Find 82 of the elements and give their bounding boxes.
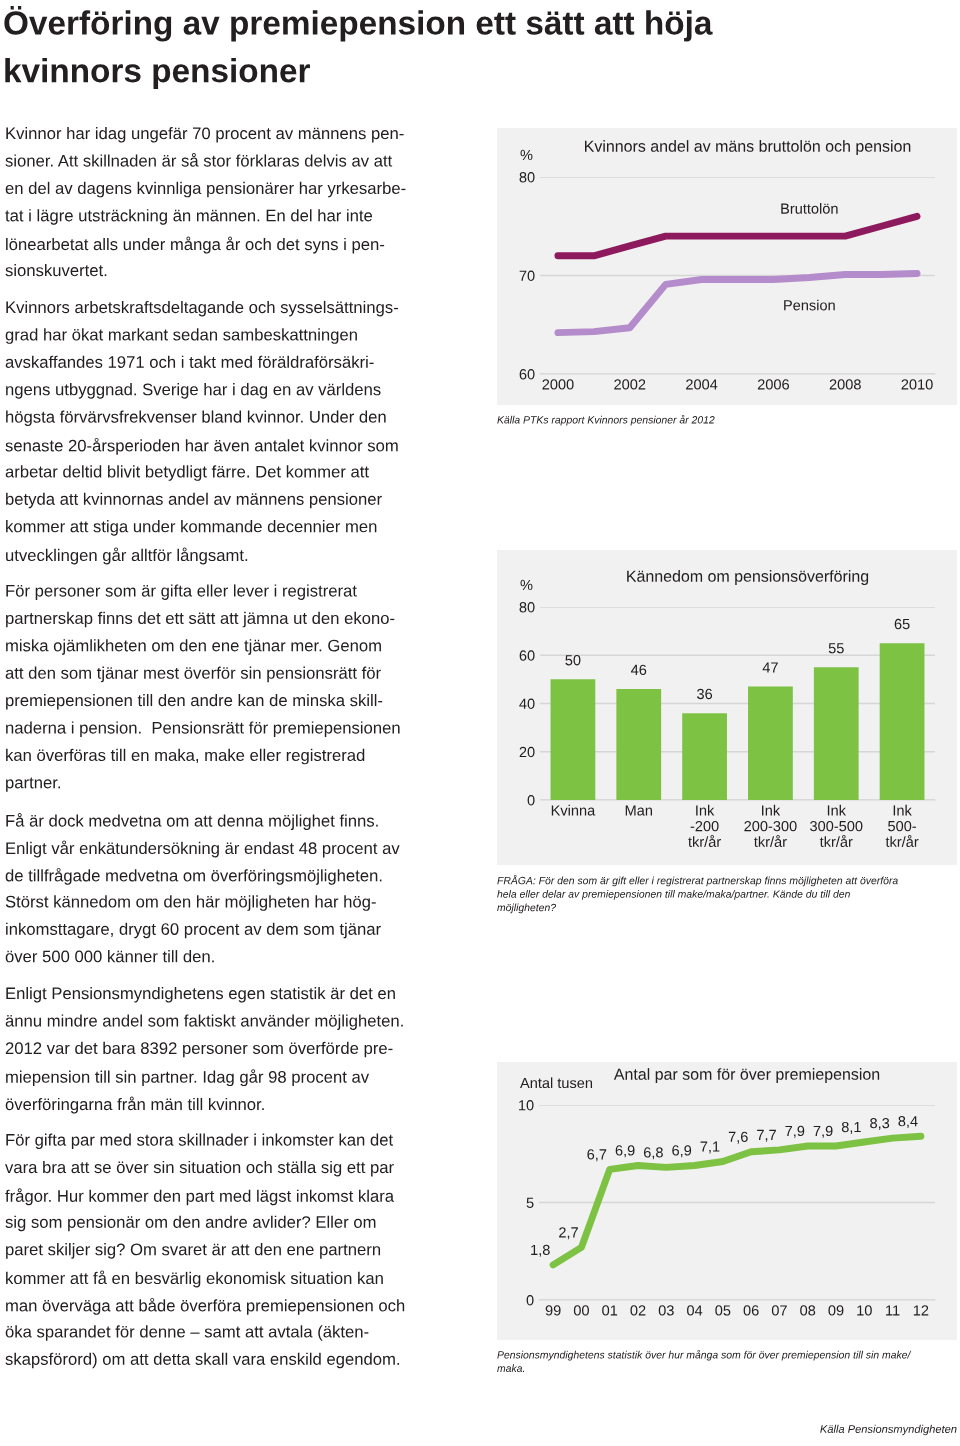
y-tick-label: 40 [519, 698, 535, 709]
x-tick-label: 2008 [829, 379, 861, 390]
data-label: 36 [697, 688, 713, 700]
data-label: 6,9 [672, 1145, 692, 1158]
data-label: 7,6 [728, 1131, 748, 1144]
x-tick-label: 2000 [542, 379, 574, 390]
series-label: Pension [784, 299, 835, 311]
x-tick-label: 2004 [686, 379, 718, 390]
data-label: 7,7 [757, 1129, 776, 1142]
y-tick-label: 60 [519, 650, 535, 661]
x-tick-label: 05 [715, 1305, 731, 1316]
text: Källa PTKs rapport Kvinnors pensioner år 2012 [497, 415, 715, 426]
y-tick-label: 80 [519, 172, 535, 183]
data-label: 7,9 [813, 1125, 833, 1138]
x-tick-label: 2002 [614, 379, 646, 390]
y-axis-title: % [520, 149, 533, 161]
data-label: 8,4 [898, 1116, 918, 1129]
y-tick-label: 70 [519, 270, 535, 281]
chart-title: Kvinnors andel av mäns bruttolön och pension [585, 140, 911, 155]
x-tick-label: 00 [573, 1305, 589, 1316]
x-tick-label: 11 [886, 1305, 900, 1316]
x-tick-label: 06 [743, 1305, 759, 1316]
data-label: 2,7 [559, 1227, 578, 1240]
text: För gifta par med stora skillnader i inkomster kan det vara bra att se över sin situation och ställa sig ett par frågor. Hur kommer den part med lägst inkomst klara sig som pensionär om den andre avlider? Eller om paret skiljer sig? Om svaret är att den ene partnern kommer att få en besvärlig ekonomisk situation kan man överväga att både överföra premiepensionen och öka sparandet för denne – samt att avtala (äkten- skapsförord) om att detta skall vara enskild egendom. [5, 1133, 405, 1369]
bar [550, 679, 596, 800]
text: Få är dock medvetna om att denna möjlighet finns. Enligt vår enkätundersökning är endast 48 procent av de tillfrågade medvetna om överföringsmöjligheten. Störst kännedom om den här möjligheten har hög- inkomsttagare, drygt 60 procent av dem som tjänar över 500 000 känner till den. [5, 813, 400, 963]
y-axis-title: % [520, 579, 533, 591]
data-label: 6,9 [615, 1145, 635, 1158]
x-tick-label: 10 [857, 1305, 872, 1316]
y-tick-label: 20 [519, 746, 535, 758]
text: Pensionsmyndighetens statistik över hur många som för över premiepension till sin make/ maka. [497, 1350, 912, 1372]
bar [879, 643, 925, 800]
x-tick-label: 07 [771, 1305, 787, 1316]
data-label: 7,9 [785, 1125, 805, 1138]
data-label: 1,8 [531, 1244, 550, 1257]
data-label: 65 [894, 618, 910, 630]
x-tick-label: 12 [913, 1305, 929, 1316]
y-axis-title: Antal tusen [520, 1077, 593, 1089]
y-tick-label: 60 [519, 369, 535, 380]
bar [682, 713, 727, 800]
data-label: 47 [762, 662, 778, 673]
x-tick-label: Ink -200 tkr/år [688, 804, 721, 847]
x-tick-label: 08 [800, 1305, 816, 1316]
data-label: 6,7 [587, 1149, 607, 1162]
x-tick-label: 02 [630, 1305, 646, 1316]
y-tick-label: 5 [526, 1197, 534, 1208]
x-tick-label: 04 [687, 1305, 703, 1316]
x-tick-label: Kvinna [551, 804, 596, 816]
data-label: 46 [630, 664, 647, 676]
x-tick-label: 2006 [757, 379, 789, 390]
x-tick-label: Man [625, 805, 652, 816]
y-tick-label: 10 [519, 1100, 534, 1111]
text: För personer som är gifta eller lever i registrerat partnerskap finns det ett sätt att jämna ut den ekono- miska ojämlikheten om den ene tjänar mer. Genom att den som tjänar mest överför sin pensionsrätt för premiepensionen till den andre kan de minska skill- naderna i pension. Pensionsrätt för premiepensionen kan överföras till en maka, make eller registrerad partner. [5, 584, 400, 792]
data-label: 8,1 [841, 1121, 861, 1134]
data-label: 50 [565, 655, 581, 666]
x-tick-label: 99 [545, 1305, 561, 1316]
x-tick-label: 01 [602, 1305, 618, 1316]
x-tick-label: Ink 300-500 tkr/år [810, 804, 863, 847]
text: Enligt Pensionsmyndighetens egen statistik är det en ännu mindre andel som faktiskt använder möjligheten. 2012 var det bara 8392 personer som överförde pre- miepension till sin partner. Idag går 98 procent av överföringarna från män till kvinnor. [5, 987, 403, 1114]
text: Kvinnor har idag ungefär 70 procent av männens pen- sioner. Att skillnaden är så stor förklaras delvis av att en del av dagens kvinnliga pensionärer har yrkesarbe- tat i lägre utsträckning än männen. En del har inte lönearbetat alls under många år och det syns i pen- sionskuvertet. [5, 127, 406, 277]
data-label: 7,1 [700, 1141, 720, 1154]
text: Kvinnors arbetskraftsdeltagande och sysselsättnings- grad har ökat markant sedan sambeskattningen avskaffandes 1971 och i takt med föräldraförsäkri- ngens utbyggnad. Sverige har i dag en av världens högsta förvärvsfrekvenser bland kvinnor. Under den senaste 20-årsperioden har även antalet kvinnor som arbetar deltid blivit betydligt färre. Det kommer att betyda att kvinnornas andel av männens pensioner kommer att stiga under kommande decennier men utvecklingen går alltför långsamt. [5, 300, 398, 565]
bar [616, 689, 662, 800]
text: FRÅGA: För den som är gift eller i registrerat partnerskap finns möjligheten att överföra hela eller delar av premiepensionen till make/maka/partner. Kände du till den möjligheten? [497, 875, 898, 914]
bar [748, 686, 793, 800]
x-tick-label: Ink 200-300 tkr/år [744, 804, 797, 847]
y-tick-label: 80 [519, 602, 535, 613]
x-tick-label: Ink 500- tkr/år [885, 804, 919, 847]
x-tick-label: 2010 [901, 379, 933, 390]
x-tick-label: 03 [658, 1305, 674, 1316]
data-label: 6,8 [643, 1147, 663, 1160]
data-label: 8,3 [870, 1118, 890, 1131]
y-tick-label: 0 [526, 1295, 534, 1306]
bar [813, 667, 859, 800]
chart-title: Antal par som för över premiepension [613, 1068, 880, 1083]
x-tick-label: 09 [828, 1305, 844, 1316]
series-label: Bruttolön [781, 203, 838, 214]
chart-title: Kännedom om pensionsöverföring [627, 570, 869, 585]
data-label: 55 [828, 643, 844, 654]
text: Överföring av premiepension ett sätt att höja kvinnors pensioner [4, 6, 713, 90]
y-tick-label: 0 [527, 795, 535, 806]
text: Källa Pensionsmyndigheten [820, 1424, 957, 1436]
